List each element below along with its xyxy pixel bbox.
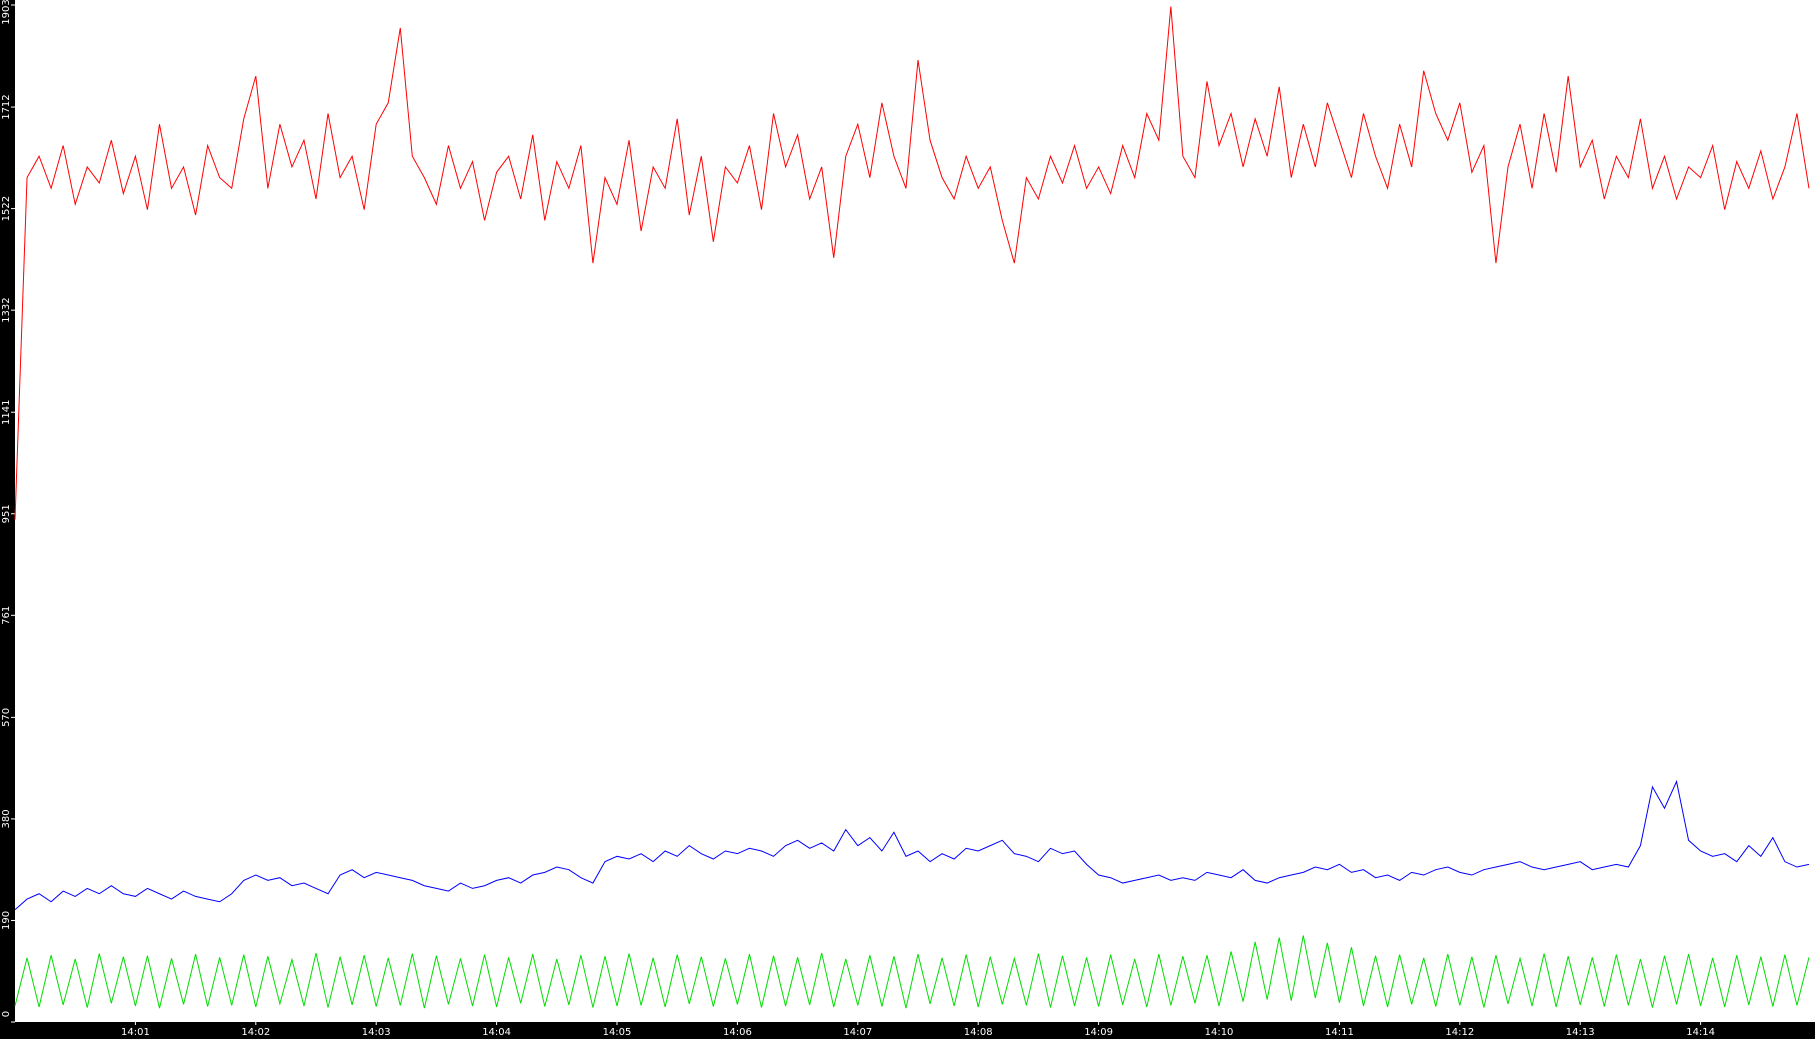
y-tick-label: 1522 [1, 196, 12, 221]
x-tick-label: 14:01 [121, 1027, 150, 1038]
series-line [14, 779, 1810, 911]
x-tick-label: 14:11 [1325, 1027, 1354, 1038]
y-tick-label: 570 [1, 708, 12, 727]
series-line [14, 6, 1810, 520]
x-tick-label: 14:02 [241, 1027, 270, 1038]
y-tick-label: 1712 [1, 94, 12, 119]
x-tick-label: 14:12 [1445, 1027, 1474, 1038]
x-tick-label: 14:08 [964, 1027, 993, 1038]
y-axis-strip [0, 0, 15, 1039]
x-tick-label: 14:05 [603, 1027, 632, 1038]
y-tick-label: 951 [1, 504, 12, 523]
x-tick-label: 14:03 [362, 1027, 391, 1038]
y-tick-label: 380 [1, 809, 12, 828]
x-tick-label: 14:09 [1084, 1027, 1113, 1038]
x-tick-label: 14:14 [1686, 1027, 1715, 1038]
x-tick-label: 14:06 [723, 1027, 752, 1038]
x-axis-strip [0, 1022, 1815, 1039]
x-tick-label: 14:13 [1566, 1027, 1595, 1038]
y-tick-label: 1141 [1, 400, 12, 425]
x-tick-label: 14:04 [482, 1027, 511, 1038]
series-line [14, 935, 1810, 1009]
x-tick-label: 14:10 [1205, 1027, 1234, 1038]
y-tick-label: 761 [1, 606, 12, 625]
x-tick-label: 14:07 [843, 1027, 872, 1038]
y-tick-label: 190 [1, 911, 12, 930]
y-tick-label: 1903 [1, 0, 12, 25]
y-tick-label: 0 [1, 1011, 12, 1017]
y-tick-label: 1332 [1, 297, 12, 322]
